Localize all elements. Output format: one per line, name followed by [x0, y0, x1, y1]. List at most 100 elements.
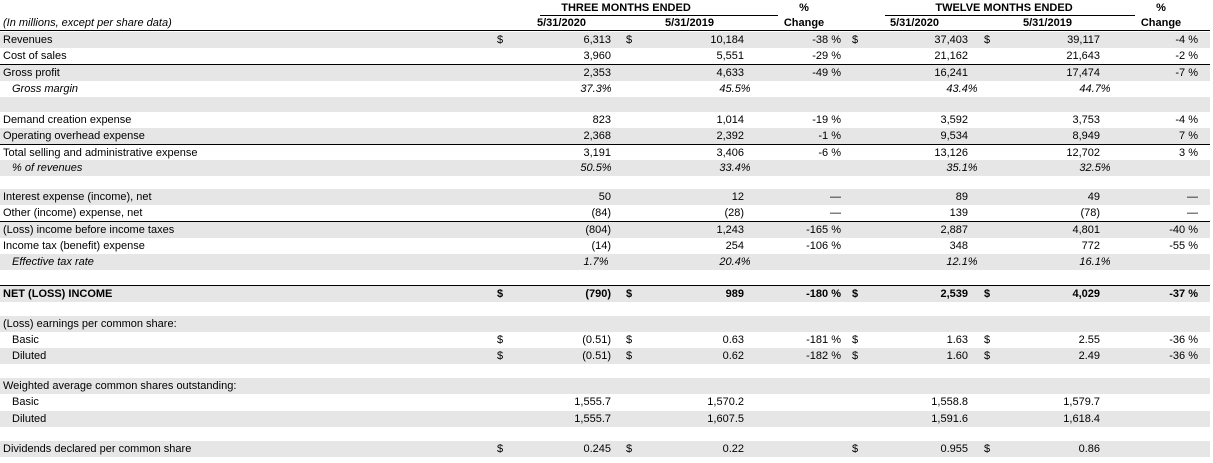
table-row: Demand creation expense 823 1,014 -19 % 3,59…	[0, 112, 1210, 128]
value-cell: 50	[598, 191, 611, 203]
group-twelve-months-label: TWELVE MONTHS ENDED	[935, 2, 1073, 14]
currency-symbol: $	[626, 334, 633, 346]
row-label: Income tax (benefit) expense	[3, 240, 145, 252]
row-label: NET (LOSS) INCOME	[3, 288, 113, 300]
units-note: (In millions, except per share data)	[3, 17, 172, 29]
value-cell: 0.86	[1078, 443, 1100, 455]
row-label: Effective tax rate	[12, 256, 94, 268]
group-three-rule	[540, 15, 778, 16]
pct-change-cell: -36 %	[1169, 350, 1198, 362]
value-cell: 2,887	[940, 224, 968, 236]
row-label: Dividends declared per common share	[3, 443, 192, 455]
currency-symbol: $	[626, 443, 633, 455]
value-cell: 4,029	[1072, 288, 1100, 300]
value-cell: 21,162	[934, 50, 968, 62]
value-cell: 13,126	[934, 147, 968, 159]
currency-symbol: $	[852, 443, 859, 455]
pct-change-cell: -49 %	[812, 67, 841, 79]
value-cell: 3,753	[1072, 114, 1100, 126]
pct-change-cell: -55 %	[1169, 240, 1198, 252]
pct-change-cell: -1 %	[818, 130, 841, 142]
row-label: (Loss) income before income taxes	[3, 224, 175, 236]
currency-symbol: $	[497, 334, 504, 346]
currency-symbol: $	[984, 288, 991, 300]
spacer-row	[0, 270, 1210, 285]
table-row: Weighted average common shares outstandi…	[0, 378, 1210, 394]
value-cell: 45.5%	[719, 83, 751, 95]
pct-change-cell: -40 %	[1169, 224, 1198, 236]
table-row: % of revenues 50.5% 33.4% 35.1% 32.5%	[0, 160, 1210, 176]
table-row: Cost of sales 3,960 5,551 -29 % 21,162 21,643…	[0, 48, 1210, 64]
row-label: Interest expense (income), net	[3, 191, 152, 203]
value-cell: 772	[1081, 240, 1100, 252]
table-row: Other (income) expense, net (84) (28) — 139 (…	[0, 205, 1210, 221]
value-cell: 823	[592, 114, 611, 126]
col-three-2020: 5/31/2020	[537, 17, 586, 29]
value-cell: 5,551	[716, 50, 744, 62]
row-label: Operating overhead expense	[3, 130, 145, 142]
currency-symbol: $	[497, 443, 504, 455]
pct-change-cell: -38 %	[812, 34, 841, 46]
currency-symbol: $	[497, 288, 504, 300]
value-cell: 0.245	[583, 443, 611, 455]
value-cell: 4,633	[716, 67, 744, 79]
row-label: Gross margin	[12, 83, 79, 95]
value-cell: 1,555.7	[574, 396, 611, 408]
header-bottom-rule	[0, 30, 1210, 31]
value-cell: 3,406	[716, 147, 744, 159]
table-row: Gross margin 37.3% 45.5% 43.4% 44.7%	[0, 81, 1210, 97]
value-cell: 12,702	[1066, 147, 1100, 159]
currency-symbol: $	[497, 34, 504, 46]
value-cell: 1,607.5	[707, 413, 744, 425]
value-cell: 3,960	[583, 50, 611, 62]
pct-change-cell: -36 %	[1169, 334, 1198, 346]
pct-change-cell: -7 %	[1175, 67, 1198, 79]
value-cell: 16.1%	[1079, 256, 1111, 268]
value-cell: 254	[725, 240, 744, 252]
value-cell: 8,949	[1072, 130, 1100, 142]
table-row: Interest expense (income), net 50 12 — 89 49 —	[0, 189, 1210, 205]
pct-change-cell: -182 %	[806, 350, 841, 362]
value-cell: 1,591.6	[931, 413, 968, 425]
pct-change-cell: -2 %	[1175, 50, 1198, 62]
currency-symbol: $	[852, 350, 859, 362]
table-row: Dividends declared per common share $0.24…	[0, 441, 1210, 457]
spacer-row	[0, 176, 1210, 189]
currency-symbol: $	[497, 350, 504, 362]
pct-change-cell: -4 %	[1175, 34, 1198, 46]
currency-symbol: $	[852, 288, 859, 300]
row-label: Other (income) expense, net	[3, 207, 143, 219]
value-cell: 139	[949, 207, 968, 219]
value-cell: 989	[725, 288, 744, 300]
value-cell: 12.1%	[946, 256, 978, 268]
value-cell: 21,643	[1066, 50, 1100, 62]
value-cell: 17,474	[1066, 67, 1100, 79]
table-row: Basic 1,555.7 1,570.2 1,558.8 1,579.7	[0, 394, 1210, 410]
value-cell: 1,618.4	[1063, 413, 1100, 425]
value-cell: 33.4%	[719, 162, 751, 174]
value-cell: 12	[731, 191, 744, 203]
value-cell: 39,117	[1067, 34, 1100, 46]
value-cell: 1,579.7	[1063, 396, 1100, 408]
value-cell: 2,392	[716, 130, 744, 142]
pct-change-cell: 7 %	[1179, 130, 1198, 142]
value-cell: 4,801	[1072, 224, 1100, 236]
value-cell: 3,191	[583, 147, 611, 159]
value-cell: 1.60	[946, 350, 968, 362]
currency-symbol: $	[852, 334, 859, 346]
row-label: Weighted average common shares outstandi…	[3, 380, 237, 392]
currency-symbol: $	[984, 34, 991, 46]
group-three-months-label: THREE MONTHS ENDED	[561, 2, 691, 14]
currency-symbol: $	[626, 350, 633, 362]
value-cell: 2.55	[1078, 334, 1100, 346]
pct-change-cell: -19 %	[812, 114, 841, 126]
row-label: Basic	[12, 334, 39, 346]
table-row: Revenues $6,313 $10,184 -38 % $37,403 $39,117…	[0, 32, 1210, 48]
row-label: Demand creation expense	[3, 114, 132, 126]
value-cell: 2.49	[1078, 350, 1100, 362]
currency-symbol: $	[984, 350, 991, 362]
row-label: % of revenues	[12, 162, 83, 174]
value-cell: 32.5%	[1079, 162, 1111, 174]
value-cell: 1.7%	[583, 256, 609, 268]
